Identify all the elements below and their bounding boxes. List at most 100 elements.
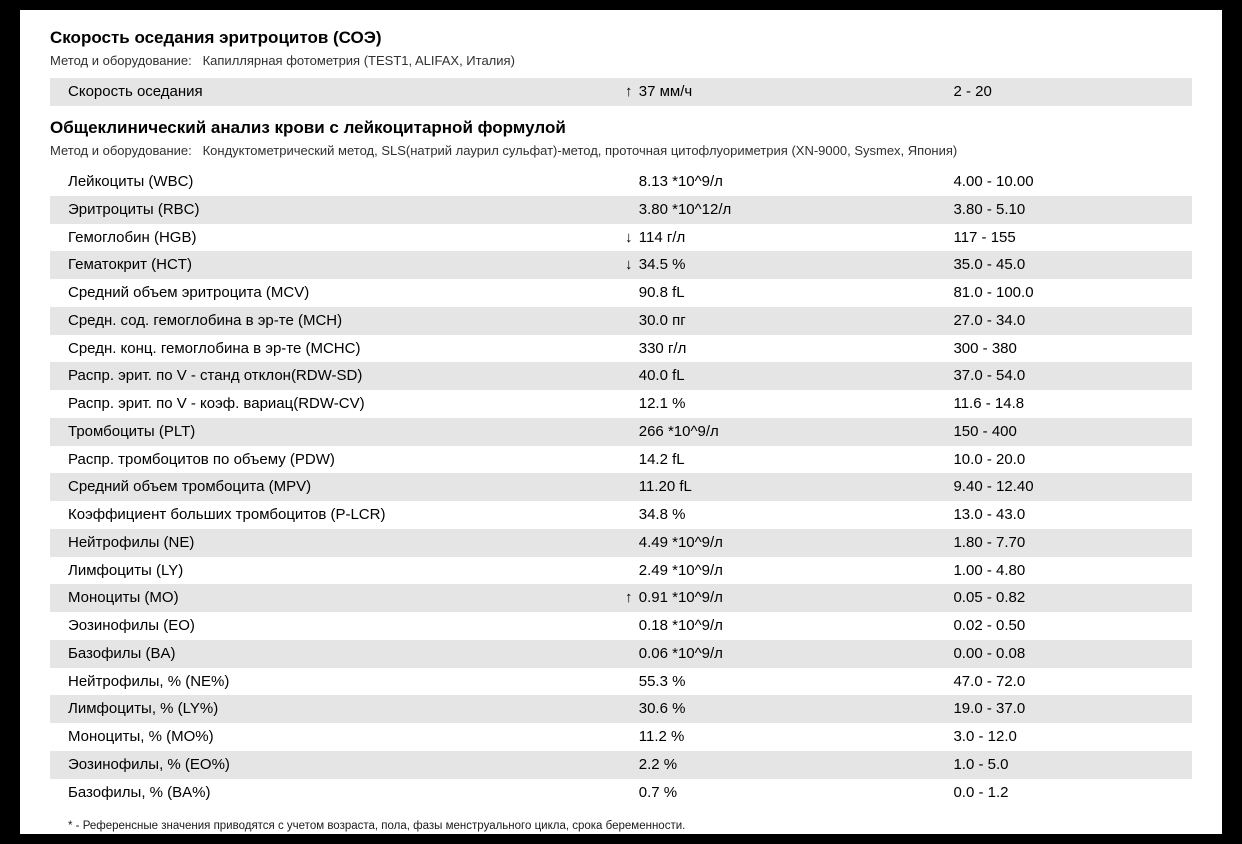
param-name: Средн. сод. гемоглобина в эр-те (MCH)	[68, 310, 619, 332]
param-range: 3.0 - 12.0	[953, 726, 1192, 748]
method-value: Капиллярная фотометрия (TEST1, ALIFAX, И…	[203, 53, 515, 68]
param-name: Распр. тромбоцитов по объему (PDW)	[68, 449, 619, 471]
table-row: Гемоглобин (HGB)↓114 г/л117 - 155	[50, 224, 1192, 252]
param-value: 34.8 %	[639, 504, 954, 526]
param-range: 0.00 - 0.08	[953, 643, 1192, 665]
param-name: Эозинофилы, % (EO%)	[68, 754, 619, 776]
param-value: 0.91 *10^9/л	[639, 587, 954, 609]
param-name: Нейтрофилы, % (NE%)	[68, 671, 619, 693]
lab-report-page: Скорость оседания эритроцитов (СОЭ) Мето…	[20, 10, 1222, 834]
param-value: 30.6 %	[639, 698, 954, 720]
table-row: Распр. эрит. по V - коэф. вариац(RDW-CV)…	[50, 390, 1192, 418]
param-range: 0.05 - 0.82	[953, 587, 1192, 609]
param-value: 2.49 *10^9/л	[639, 560, 954, 582]
param-value: 90.8 fL	[639, 282, 954, 304]
section1-method: Метод и оборудование: Капиллярная фотоме…	[50, 52, 1192, 70]
table-row: Эритроциты (RBC) 3.80 *10^12/л3.80 - 5.10	[50, 196, 1192, 224]
table-row: Нейтрофилы, % (NE%) 55.3 %47.0 - 72.0	[50, 668, 1192, 696]
arrow-icon: ↑	[619, 587, 639, 609]
param-range: 19.0 - 37.0	[953, 698, 1192, 720]
param-name: Лимфоциты (LY)	[68, 560, 619, 582]
table-row: Эозинофилы (EO)0.18 *10^9/л0.02 - 0.50	[50, 612, 1192, 640]
param-range: 2 - 20	[953, 81, 1192, 103]
param-value: 37 мм/ч	[639, 81, 954, 103]
param-name: Гемоглобин (HGB)	[68, 227, 619, 249]
arrow-icon: ↓	[619, 254, 639, 276]
param-name: Моноциты (MO)	[68, 587, 619, 609]
param-name: Средний объем эритроцита (MCV)	[68, 282, 619, 304]
param-value: 330 г/л	[639, 338, 954, 360]
param-range: 27.0 - 34.0	[953, 310, 1192, 332]
param-value: 11.2 %	[639, 726, 954, 748]
arrow-icon: ↑	[619, 81, 639, 103]
param-range: 117 - 155	[953, 227, 1192, 249]
param-value: 30.0 пг	[639, 310, 954, 332]
section2-title: Общеклинический анализ крови с лейкоцита…	[50, 118, 1192, 138]
param-name: Нейтрофилы (NE)	[68, 532, 619, 554]
param-name: Эритроциты (RBC)	[68, 199, 619, 221]
footnote-1: * - Референсные значения приводятся с уч…	[68, 818, 1152, 834]
param-name: Лейкоциты (WBC)	[68, 171, 619, 193]
param-range: 81.0 - 100.0	[953, 282, 1192, 304]
param-value: 55.3 %	[639, 671, 954, 693]
param-range: 47.0 - 72.0	[953, 671, 1192, 693]
param-range: 1.0 - 5.0	[953, 754, 1192, 776]
param-name: Средн. конц. гемоглобина в эр-те (MCHC)	[68, 338, 619, 360]
table-row: Лейкоциты (WBC) 8.13 *10^9/л4.00 - 10.00	[50, 168, 1192, 196]
method-value: Кондуктометрический метод, SLS(натрий ла…	[203, 143, 958, 158]
param-name: Тромбоциты (PLT)	[68, 421, 619, 443]
param-value: 114 г/л	[639, 227, 954, 249]
arrow-icon: ↓	[619, 227, 639, 249]
table-row: Моноциты (MO)↑0.91 *10^9/л0.05 - 0.82	[50, 584, 1192, 612]
param-range: 35.0 - 45.0	[953, 254, 1192, 276]
table-row: Тромбоциты (PLT)266 *10^9/л150 - 400	[50, 418, 1192, 446]
section1-rows: Скорость оседания↑37 мм/ч2 - 20	[50, 78, 1192, 106]
param-value: 0.06 *10^9/л	[639, 643, 954, 665]
table-row: Средний объем эритроцита (MCV) 90.8 fL81.…	[50, 279, 1192, 307]
param-name: Базофилы, % (BA%)	[68, 782, 619, 804]
param-range: 0.0 - 1.2	[953, 782, 1192, 804]
table-row: Средн. сод. гемоглобина в эр-те (MCH) 30.…	[50, 307, 1192, 335]
param-range: 9.40 - 12.40	[953, 476, 1192, 498]
param-name: Эозинофилы (EO)	[68, 615, 619, 637]
param-name: Коэффициент больших тромбоцитов (P-LCR)	[68, 504, 619, 526]
param-name: Лимфоциты, % (LY%)	[68, 698, 619, 720]
param-range: 11.6 - 14.8	[953, 393, 1192, 415]
section1-title: Скорость оседания эритроцитов (СОЭ)	[50, 28, 1192, 48]
table-row: Средн. конц. гемоглобина в эр-те (MCHC) 3…	[50, 335, 1192, 363]
param-name: Моноциты, % (MO%)	[68, 726, 619, 748]
method-label: Метод и оборудование:	[50, 53, 192, 68]
param-value: 8.13 *10^9/л	[639, 171, 954, 193]
param-value: 0.18 *10^9/л	[639, 615, 954, 637]
param-name: Базофилы (BA)	[68, 643, 619, 665]
param-name: Распр. эрит. по V - станд отклон(RDW-SD)	[68, 365, 619, 387]
param-range: 300 - 380	[953, 338, 1192, 360]
param-value: 34.5 %	[639, 254, 954, 276]
param-name: Гематокрит (HCT)	[68, 254, 619, 276]
param-name: Скорость оседания	[68, 81, 619, 103]
section2-rows: Лейкоциты (WBC) 8.13 *10^9/л4.00 - 10.00 Э…	[50, 168, 1192, 806]
table-row: Коэффициент больших тромбоцитов (P-LCR) 3…	[50, 501, 1192, 529]
param-value: 12.1 %	[639, 393, 954, 415]
param-value: 3.80 *10^12/л	[639, 199, 954, 221]
table-row: Скорость оседания↑37 мм/ч2 - 20	[50, 78, 1192, 106]
param-range: 4.00 - 10.00	[953, 171, 1192, 193]
param-name: Средний объем тромбоцита (MPV)	[68, 476, 619, 498]
param-range: 3.80 - 5.10	[953, 199, 1192, 221]
method-label: Метод и оборудование:	[50, 143, 192, 158]
table-row: Распр. тромбоцитов по объему (PDW) 14.2 f…	[50, 446, 1192, 474]
table-row: Средний объем тромбоцита (MPV)11.20 fL9.…	[50, 473, 1192, 501]
param-value: 14.2 fL	[639, 449, 954, 471]
table-row: Нейтрофилы (NE)4.49 *10^9/л1.80 - 7.70	[50, 529, 1192, 557]
table-row: Лимфоциты (LY)2.49 *10^9/л1.00 - 4.80	[50, 557, 1192, 585]
param-value: 266 *10^9/л	[639, 421, 954, 443]
table-row: Распр. эрит. по V - станд отклон(RDW-SD)…	[50, 362, 1192, 390]
table-row: Гематокрит (HCT)↓34.5 %35.0 - 45.0	[50, 251, 1192, 279]
param-range: 10.0 - 20.0	[953, 449, 1192, 471]
param-value: 2.2 %	[639, 754, 954, 776]
table-row: Лимфоциты, % (LY%) 30.6 %19.0 - 37.0	[50, 695, 1192, 723]
table-row: Моноциты, % (MO%) 11.2 %3.0 - 12.0	[50, 723, 1192, 751]
param-range: 37.0 - 54.0	[953, 365, 1192, 387]
section2-method: Метод и оборудование: Кондуктометрически…	[50, 142, 1192, 160]
param-range: 13.0 - 43.0	[953, 504, 1192, 526]
